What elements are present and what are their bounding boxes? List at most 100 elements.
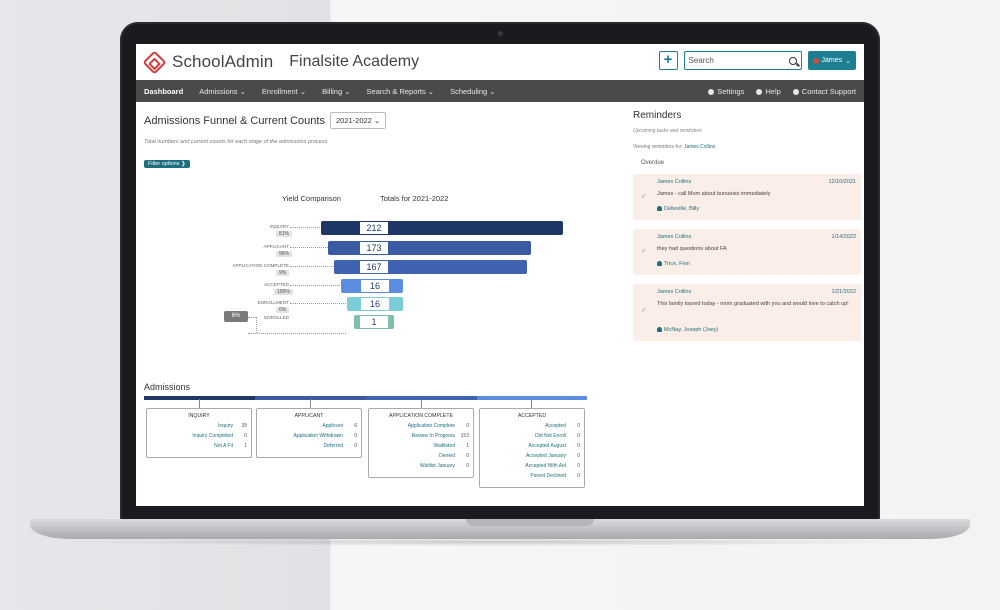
reminder-contact[interactable]: Trice, Finn: [657, 261, 690, 267]
user-menu-button[interactable]: James ⌄: [807, 51, 856, 70]
reminder-contact[interactable]: McNay, Joseph (Joey): [657, 327, 718, 333]
year-select[interactable]: 2021-2022 ⌄: [329, 112, 387, 129]
group-title: Application Complete: [389, 413, 453, 419]
list-item[interactable]: Applicant 6: [261, 423, 357, 429]
row-count: 0: [244, 433, 247, 439]
reminder-date: 12/10/2021: [828, 179, 856, 185]
reminder-date: 1/14/2022: [831, 234, 856, 240]
reminder-message: James - call Mom about bursaries immedia…: [657, 191, 771, 197]
reminder-card[interactable]: ✓ James Collins 12/10/2021 James - call …: [633, 174, 861, 220]
funnel-bar-applicant[interactable]: 173: [328, 241, 531, 255]
school-name: Finalsite Academy: [289, 53, 420, 70]
laptop-screen: SchoolAdmin Finalsite Academy + Search J…: [136, 44, 864, 506]
connector: [248, 317, 256, 318]
row-label: Accepted With Aid: [525, 463, 566, 469]
stage-strip: [255, 396, 366, 400]
check-icon[interactable]: ✓: [641, 307, 647, 314]
row-count: 0: [354, 443, 357, 449]
list-item[interactable]: Accepted January 0: [484, 453, 580, 459]
list-item[interactable]: Deferred 0: [261, 443, 357, 449]
row-label: Application Complete: [407, 423, 455, 429]
row-count: 6: [354, 423, 357, 429]
row-count: 0: [577, 433, 580, 439]
search-placeholder: Search: [688, 56, 714, 65]
reminder-owner[interactable]: James Collins: [657, 234, 692, 240]
reminder-card[interactable]: ✓ James Collins 1/14/2022 they had quest…: [633, 229, 861, 275]
person-icon: [657, 206, 662, 211]
connector: [290, 266, 334, 267]
row-label: Accepted August: [528, 443, 566, 449]
logo[interactable]: SchoolAdmin: [142, 49, 273, 75]
reminder-owner[interactable]: James Collins: [657, 179, 692, 185]
yield-percent: 81%: [276, 231, 293, 237]
group-title: Accepted: [517, 413, 547, 419]
list-item[interactable]: Not A Fit 1: [151, 443, 247, 449]
overdue-heading: Overdue: [641, 160, 665, 166]
nav-item-scheduling[interactable]: Scheduling ⌄: [450, 86, 496, 96]
yield-percent: 100%: [274, 289, 293, 295]
nav-item-enrollment[interactable]: Enrollment ⌄: [261, 86, 307, 96]
list-item[interactable]: Parent Declined 0: [484, 473, 580, 479]
funnel-bar-enrolled[interactable]: 1: [354, 315, 394, 329]
yield-percent: 96%: [276, 251, 293, 257]
reminder-contact[interactable]: Delleville, Billy: [657, 206, 699, 212]
nav-contact-support[interactable]: Contact Support: [792, 87, 856, 96]
check-icon[interactable]: ✓: [641, 248, 647, 255]
stage-tick: [421, 399, 422, 409]
search-input[interactable]: Search: [683, 51, 802, 70]
row-label: Denied: [439, 453, 455, 459]
nav-item-search-reports[interactable]: Search & Reports ⌄: [366, 86, 435, 96]
stage-strip: [366, 396, 477, 400]
row-count: 153: [460, 433, 469, 439]
stage-strip: [477, 396, 587, 400]
connector: [290, 285, 340, 286]
list-item[interactable]: Application Complete 0: [373, 423, 469, 429]
list-item[interactable]: Application Withdrawn 0: [261, 433, 357, 439]
nav-item-dashboard[interactable]: Dashboard: [144, 86, 184, 96]
funnel-bar-application-complete[interactable]: 167: [334, 260, 527, 274]
list-item[interactable]: Accepted August 0: [484, 443, 580, 449]
yield-comparison-header: Yield Comparison: [282, 194, 341, 203]
list-item[interactable]: Review In Progress 153: [373, 433, 469, 439]
row-label: Inquiry: [217, 423, 233, 429]
search-icon[interactable]: [788, 56, 797, 65]
reminder-card[interactable]: ✓ James Collins 1/21/2022 This family to…: [633, 284, 861, 341]
nav-settings[interactable]: Settings: [708, 87, 744, 96]
check-icon[interactable]: ✓: [641, 193, 647, 200]
row-count: 0: [577, 463, 580, 469]
reminder-message: they had questions about FA: [657, 246, 727, 252]
row-count: 0: [577, 443, 580, 449]
connector: [248, 333, 346, 334]
viewing-name-link[interactable]: James Collins: [684, 144, 716, 150]
list-item[interactable]: Inquiry 39: [151, 423, 247, 429]
group-title: Applicant: [294, 413, 324, 419]
gear-icon: [708, 88, 715, 95]
settings-label: Settings: [717, 86, 745, 96]
admissions-group-accepted: Accepted Accepted 0 Did Not Enroll 0 Accep…: [479, 408, 585, 488]
reminder-owner[interactable]: James Collins: [657, 289, 692, 295]
list-item[interactable]: Denied 0: [373, 453, 469, 459]
list-item[interactable]: Waitlisted 1: [373, 443, 470, 449]
list-item[interactable]: Inquiry Completed 0: [151, 433, 247, 439]
nav-item-billing[interactable]: Billing ⌄: [322, 86, 351, 96]
laptop-lid: SchoolAdmin Finalsite Academy + Search J…: [120, 22, 880, 522]
laptop-notch: [466, 519, 594, 526]
list-item[interactable]: Waitlist January 0: [373, 463, 469, 469]
connector: [290, 247, 328, 248]
viewing-label: Viewing reminders for:: [633, 144, 683, 150]
list-item[interactable]: Accepted With Aid 0: [484, 463, 580, 469]
funnel-bar-enrollment[interactable]: 16: [347, 297, 403, 311]
list-item[interactable]: Accepted 0: [484, 423, 580, 429]
filter-options-button[interactable]: Filter options ❯: [144, 160, 190, 168]
funnel-bar-accepted[interactable]: 16: [341, 279, 403, 293]
nav-item-admissions[interactable]: Admissions ⌄: [199, 86, 246, 96]
connector: [290, 227, 320, 228]
funnel-bar-inquiry[interactable]: 212: [321, 221, 563, 235]
list-item[interactable]: Did Not Enroll 0: [484, 433, 580, 439]
row-count: 1: [244, 443, 247, 449]
row-label: Waitlisted: [433, 443, 456, 449]
add-button[interactable]: +: [658, 51, 678, 70]
bar-value: 167: [360, 261, 388, 273]
row-count: 0: [577, 453, 580, 459]
nav-help[interactable]: Help: [756, 87, 781, 96]
